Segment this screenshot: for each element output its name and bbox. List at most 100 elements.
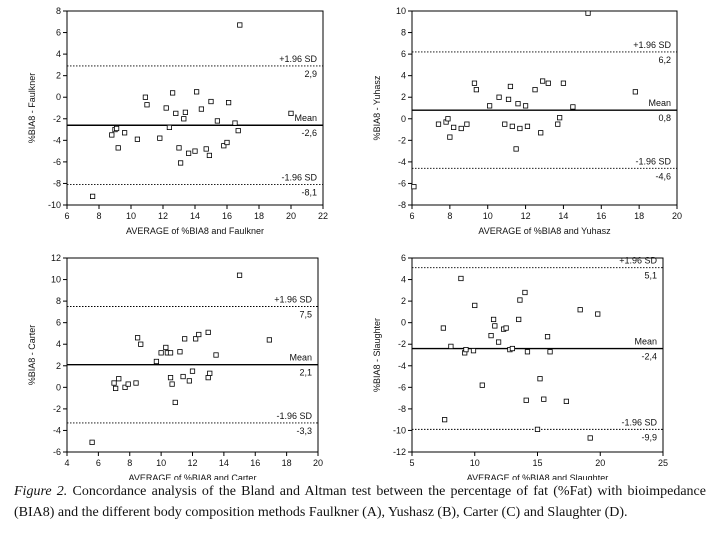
data-point: [205, 375, 211, 381]
data-point: [470, 348, 477, 354]
data-point: [563, 398, 569, 404]
y-tick-label: 4: [401, 71, 406, 81]
x-tick-label: 16: [222, 211, 232, 221]
y-tick-label: -6: [53, 157, 61, 167]
data-point: [235, 128, 241, 134]
y-tick-label: -6: [53, 447, 61, 457]
y-tick-label: 8: [56, 6, 61, 16]
data-point: [522, 103, 529, 109]
data-point: [479, 382, 485, 388]
mean-label: Mean: [648, 98, 671, 108]
data-point: [206, 152, 212, 159]
y-axis-label: %BIA8 - Faulkner: [27, 73, 37, 144]
data-point: [166, 124, 172, 130]
data-point: [440, 325, 446, 331]
y-tick-label: -10: [393, 425, 406, 435]
data-point: [111, 380, 117, 386]
y-tick-label: 6: [56, 318, 61, 328]
data-point: [516, 316, 522, 323]
data-point: [133, 380, 139, 386]
data-point: [451, 124, 457, 130]
y-tick-label: -2: [398, 339, 406, 349]
data-point: [492, 323, 498, 329]
x-axis-label: AVERAGE of %BIA8 and Slaughter: [467, 473, 608, 480]
y-tick-label: 2: [56, 361, 61, 371]
x-tick-label: 12: [158, 211, 168, 221]
data-point: [540, 78, 546, 84]
data-point: [192, 148, 198, 154]
data-point: [471, 80, 478, 86]
data-point: [116, 376, 122, 382]
x-tick-label: 18: [634, 211, 644, 221]
chart-panel-d: -12 -10 -8 -6 -4 -2 0 2 4 6 5 10 15 20 25 AVERAGE of %B…: [372, 253, 668, 480]
chart-panel-a: -10 -8 -6 -4 -2 0 2 4 6 8 6 8 10 12 14 16 18 20 22 AVERAGE …: [27, 6, 328, 236]
data-point: [134, 136, 140, 142]
data-point: [502, 121, 508, 127]
y-tick-label: -6: [398, 178, 406, 188]
data-point: [557, 115, 563, 121]
y-tick-label: -8: [398, 404, 406, 414]
x-tick-label: 8: [127, 458, 132, 468]
mean-label: Mean: [294, 113, 317, 123]
x-tick-label: 16: [250, 458, 260, 468]
data-point: [172, 399, 178, 406]
sd-label: +1.96 SD: [633, 40, 671, 50]
data-point: [176, 145, 182, 151]
data-point: [134, 335, 141, 341]
y-tick-label: -4: [398, 157, 406, 167]
x-tick-label: 10: [483, 211, 493, 221]
y-tick-label: 0: [56, 92, 61, 102]
data-point: [496, 94, 502, 100]
x-tick-label: 10: [156, 458, 166, 468]
y-tick-label: 6: [401, 49, 406, 59]
y-axis-label: %BIA8 - Carter: [27, 325, 37, 386]
data-point: [537, 376, 543, 382]
y-tick-label: 2: [401, 296, 406, 306]
y-tick-label: -12: [393, 447, 406, 457]
data-point: [458, 125, 464, 132]
data-point: [545, 80, 551, 86]
data-point: [570, 104, 576, 110]
data-point: [167, 350, 174, 356]
data-point: [196, 331, 202, 338]
x-tick-label: 14: [558, 211, 568, 221]
data-point: [560, 80, 567, 86]
data-point: [487, 103, 493, 109]
x-axis-label: AVERAGE of %BIA8 and Carter: [129, 473, 257, 480]
data-point: [221, 143, 227, 149]
data-point: [236, 272, 243, 278]
sd-value-label: 2,9: [304, 69, 317, 79]
sd-value-label: 6,2: [658, 55, 671, 65]
x-tick-label: 14: [219, 458, 229, 468]
y-tick-label: 2: [56, 71, 61, 81]
plot-frame: [411, 10, 678, 206]
data-point: [193, 336, 199, 342]
data-point: [472, 302, 478, 309]
y-tick-label: 2: [401, 92, 406, 102]
data-point: [177, 160, 184, 166]
data-point: [507, 83, 514, 90]
y-tick-label: 10: [51, 275, 61, 285]
data-point: [447, 134, 453, 140]
data-point: [515, 101, 521, 107]
x-tick-label: 18: [254, 211, 264, 221]
data-point: [125, 381, 131, 387]
caption-text: Concordance analysis of the Bland and Al…: [14, 484, 706, 520]
data-point: [458, 275, 464, 282]
y-tick-label: 10: [396, 6, 406, 16]
data-point: [464, 121, 470, 127]
chart-panel-b: -8 -6 -4 -2 0 2 4 6 8 10 6 8 10 12 14 16 18 20 AVERAGE of …: [372, 6, 682, 236]
data-point: [513, 146, 519, 152]
data-point: [167, 375, 174, 381]
data-point: [445, 116, 451, 122]
data-point: [213, 352, 219, 358]
x-axis-label: AVERAGE of %BIA8 and Yuhasz: [478, 226, 611, 236]
sd-label: -1.96 SD: [621, 417, 657, 427]
data-point: [524, 349, 531, 355]
data-point: [189, 368, 196, 374]
data-point: [288, 110, 294, 116]
y-tick-label: -6: [398, 382, 406, 392]
data-point: [547, 349, 553, 355]
mean-label: Mean: [634, 337, 657, 347]
y-tick-label: 6: [56, 28, 61, 38]
